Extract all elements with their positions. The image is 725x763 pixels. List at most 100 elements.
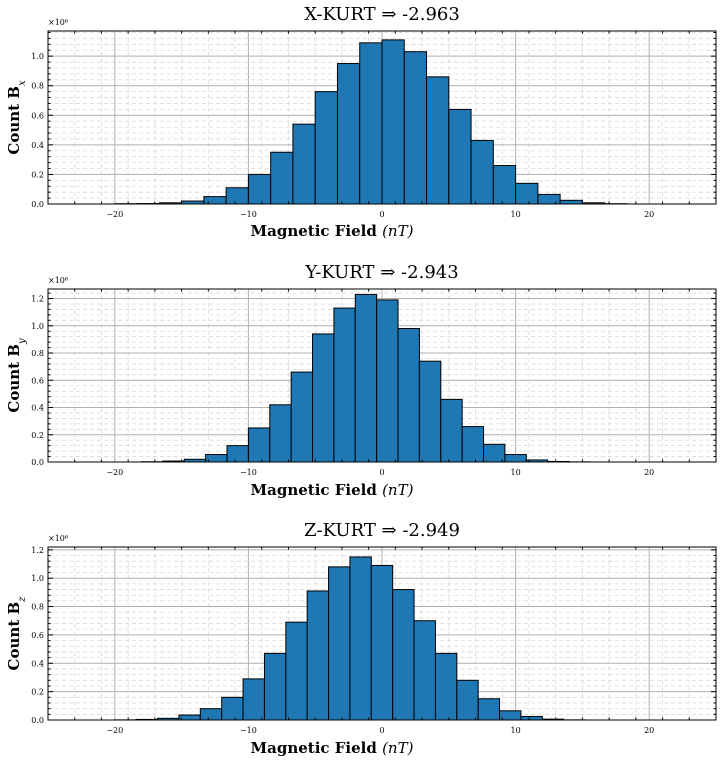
y-tick-label: 1.2: [31, 546, 44, 555]
x-axis-label: Magnetic Field (nT): [251, 481, 414, 499]
histogram-bar: [456, 679, 479, 721]
y-tick-label: 0.6: [31, 376, 44, 385]
y-offset-label: ×10⁶: [48, 534, 68, 543]
x-axis-label: Magnetic Field (nT): [251, 739, 414, 757]
histogram-bar: [312, 333, 335, 463]
x-tick-label: 10: [511, 210, 521, 219]
x-tick-label: −20: [106, 726, 123, 735]
histogram-bar: [205, 454, 228, 463]
histogram-bar: [242, 678, 265, 721]
y-tick-label: 0.2: [31, 170, 44, 179]
y-tick-label: 0.0: [31, 200, 44, 209]
x-tick-label: 20: [644, 726, 654, 735]
histogram-bar: [392, 589, 415, 721]
histogram-bar: [225, 187, 249, 205]
histogram-bar: [199, 708, 223, 721]
histogram-bar: [370, 564, 394, 721]
histogram-bar: [354, 293, 378, 463]
x-tick-label: −20: [106, 210, 123, 219]
histogram-bar: [397, 328, 420, 463]
y-tick-label: 0.4: [31, 659, 44, 668]
y-tick-label: 0.2: [31, 688, 44, 697]
x-tick-label: 0: [379, 210, 384, 219]
histogram-bar: [461, 426, 485, 463]
y-tick-label: 0.0: [31, 716, 44, 725]
y-tick-label: 1.2: [31, 295, 44, 304]
y-offset-label: ×10⁶: [48, 276, 68, 285]
histogram-bar: [306, 590, 330, 721]
subplot-2: −20 −10 0 10 20 0.0 0.2 0.4 0.6 0.8 1.0 1.2 ×10⁶ Y-KU…: [5, 262, 717, 499]
y-axis-label: Count Bz: [5, 596, 28, 671]
y-tick-label: 0.8: [31, 603, 44, 612]
x-axis-label: Magnetic Field (nT): [251, 222, 414, 240]
histogram-bar: [559, 199, 583, 205]
y-tick-label: 0.6: [31, 631, 44, 640]
histogram-bar: [537, 193, 561, 205]
x-tick-label: −20: [106, 468, 123, 477]
histogram-bar: [333, 307, 356, 463]
histogram-bar: [270, 151, 294, 205]
y-tick-label: 0.0: [31, 458, 44, 467]
histogram-bar: [434, 652, 458, 721]
x-tick-label: 0: [379, 468, 384, 477]
histogram-bar: [492, 165, 517, 205]
axes-frame: [47, 288, 717, 463]
chart-title: Y-KURT ⇒ -2.943: [304, 262, 458, 283]
histogram-bar: [515, 182, 539, 205]
x-tick-label: −10: [240, 726, 257, 735]
histogram-bar: [314, 91, 338, 205]
y-tick-label: 0.2: [31, 431, 44, 440]
x-tick-label: 20: [644, 468, 654, 477]
subplot-3: −20 −10 0 10 20 0.0 0.2 0.4 0.6 0.8 1.0 1.2 ×10⁶ Z-KU…: [5, 520, 717, 757]
histogram-bar: [381, 39, 405, 205]
y-tick-label: 0.4: [31, 141, 44, 150]
histogram-bar: [263, 652, 287, 721]
y-offset-label: ×10⁶: [48, 18, 68, 27]
x-tick-label: −10: [240, 468, 257, 477]
y-tick-label: 1.0: [31, 574, 44, 583]
histogram-bar: [499, 710, 522, 721]
histogram-bar: [359, 42, 383, 205]
y-tick-label: 0.4: [31, 404, 44, 413]
histogram-bar: [290, 371, 314, 463]
histogram-bar: [403, 51, 428, 205]
chart-title: X-KURT ⇒ -2.963: [304, 4, 460, 25]
histogram-bar: [470, 139, 494, 205]
x-tick-label: 20: [644, 210, 654, 219]
histogram-bar: [269, 404, 292, 463]
y-tick-label: 1.0: [31, 322, 44, 331]
histogram-bar: [504, 454, 527, 463]
histogram-bar: [413, 620, 436, 721]
y-tick-label: 1.0: [31, 52, 44, 61]
histogram-bar: [178, 714, 201, 721]
histogram-bar: [336, 63, 361, 205]
histogram-bar: [247, 427, 271, 463]
y-axis-label: Count Bx: [5, 80, 28, 155]
histogram-bar: [226, 445, 249, 463]
y-tick-label: 0.8: [31, 349, 44, 358]
x-tick-label: 10: [511, 726, 521, 735]
y-tick-label: 0.8: [31, 82, 44, 91]
histogram-bar: [349, 556, 372, 721]
histogram-bar: [483, 443, 506, 463]
axes-frame: [47, 546, 717, 721]
x-tick-label: −10: [240, 210, 257, 219]
histogram-bar: [328, 566, 351, 721]
histogram-bar: [448, 108, 472, 205]
x-tick-label: 10: [511, 468, 521, 477]
histogram-bar: [376, 299, 399, 463]
subplot-1: −20 −10 0 10 20 0.0 0.2 0.4 0.6 0.8 1.0 ×10⁶ X-KURT …: [5, 4, 717, 240]
histogram-bar: [285, 621, 308, 721]
y-axis-label: Count By: [5, 338, 28, 413]
histogram-bar: [203, 196, 227, 205]
y-tick-label: 0.6: [31, 111, 44, 120]
chart-title: Z-KURT ⇒ -2.949: [304, 520, 460, 541]
histogram-bar: [247, 173, 272, 205]
histogram-bar: [440, 398, 463, 463]
x-tick-label: 0: [379, 726, 384, 735]
histogram-bar: [221, 696, 244, 721]
axes-frame: [47, 30, 717, 205]
histogram-bar: [426, 76, 450, 205]
